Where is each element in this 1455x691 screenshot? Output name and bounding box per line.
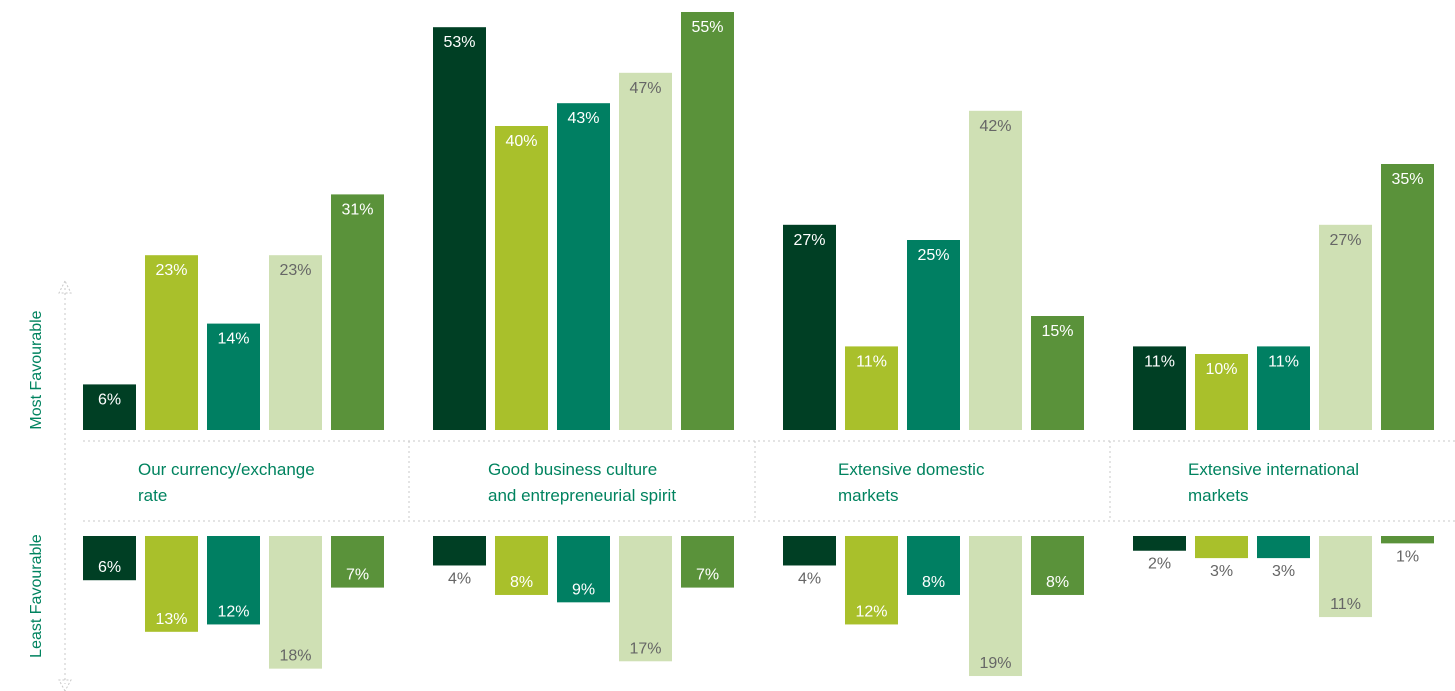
bar-most-favourable	[145, 255, 198, 430]
bar-value-label: 11%	[1144, 353, 1175, 370]
bar-value-label: 10%	[1205, 361, 1237, 378]
bar-most-favourable	[557, 103, 610, 430]
bar-least-favourable	[1381, 536, 1434, 543]
bar-most-favourable	[495, 126, 548, 430]
bar-most-favourable	[269, 255, 322, 430]
bar-value-label: 2%	[1148, 556, 1171, 573]
axis-arrow-down-icon	[59, 680, 71, 691]
bar-most-favourable	[433, 27, 486, 430]
bar-value-label: 4%	[798, 570, 821, 587]
bar-value-label: 11%	[1330, 596, 1361, 613]
bar-value-label: 6%	[98, 559, 121, 576]
bar-value-label: 8%	[510, 574, 533, 591]
bar-value-label: 3%	[1210, 563, 1233, 580]
bar-value-label: 47%	[629, 80, 661, 97]
bar-value-label: 23%	[155, 262, 187, 279]
bar-value-label: 9%	[572, 581, 595, 598]
bar-value-label: 17%	[629, 640, 661, 657]
category-label: Good business culture	[488, 460, 657, 479]
bar-least-favourable	[1133, 536, 1186, 551]
bar-most-favourable	[331, 194, 384, 430]
bar-value-label: 25%	[917, 247, 949, 264]
bar-value-label: 12%	[855, 603, 887, 620]
bar-value-label: 6%	[98, 391, 121, 408]
bar-most-favourable	[969, 111, 1022, 430]
bar-value-label: 11%	[856, 353, 887, 370]
bar-value-label: 1%	[1396, 548, 1419, 565]
bar-least-favourable	[1257, 536, 1310, 558]
bar-value-label: 8%	[1046, 574, 1069, 591]
bar-value-label: 27%	[1329, 232, 1361, 249]
bar-value-label: 14%	[217, 331, 249, 348]
category-label: Extensive international	[1188, 460, 1359, 479]
axis-label-least-favourable: Least Favourable	[28, 534, 45, 658]
bar-value-label: 18%	[279, 648, 311, 665]
least-favourable-bars: 6% 13% 12% 18% 7% 4% 8% 9% 17% 7% 4% 12% 8% 19% 8% 2% 3%…	[83, 536, 1434, 676]
bar-value-label: 43%	[567, 110, 599, 127]
separators	[83, 441, 1455, 521]
bar-value-label: 23%	[279, 262, 311, 279]
bar-value-label: 4%	[448, 570, 471, 587]
bar-value-label: 19%	[979, 655, 1011, 672]
bar-value-label: 31%	[341, 201, 373, 218]
bar-most-favourable	[1381, 164, 1434, 430]
bar-value-label: 27%	[793, 232, 825, 249]
bar-most-favourable	[1319, 225, 1372, 430]
bar-most-favourable	[783, 225, 836, 430]
bar-value-label: 7%	[696, 567, 719, 584]
axis-label-most-favourable: Most Favourable	[28, 310, 45, 429]
vertical-axis: Most Favourable Least Favourable	[28, 281, 71, 691]
bar-value-label: 12%	[217, 603, 249, 620]
bar-value-label: 7%	[346, 567, 369, 584]
bar-least-favourable	[1195, 536, 1248, 558]
bar-least-favourable	[433, 536, 486, 565]
category-label: and entrepreneurial spirit	[488, 486, 676, 505]
bar-least-favourable	[783, 536, 836, 565]
bar-value-label: 40%	[505, 133, 537, 150]
bar-value-label: 3%	[1272, 563, 1295, 580]
category-labels: Our currency/exchange rate Good business c…	[138, 460, 1359, 505]
most-favourable-bars: 6% 23% 14% 23% 31% 53% 40% 43% 47% 55% 27% 11% 25% 42…	[83, 12, 1434, 430]
category-label: Our currency/exchange	[138, 460, 315, 479]
bar-most-favourable	[907, 240, 960, 430]
bar-most-favourable	[681, 12, 734, 430]
bar-value-label: 42%	[979, 118, 1011, 135]
category-label: markets	[1188, 486, 1248, 505]
bar-most-favourable	[619, 73, 672, 430]
bar-value-label: 53%	[443, 34, 475, 51]
axis-arrow-up-icon	[59, 281, 71, 293]
bar-value-label: 55%	[691, 19, 723, 36]
bar-value-label: 13%	[155, 611, 187, 628]
category-label: markets	[838, 486, 898, 505]
bar-value-label: 15%	[1041, 323, 1073, 340]
bar-value-label: 8%	[922, 574, 945, 591]
category-label: Extensive domestic	[838, 460, 985, 479]
bar-value-label: 35%	[1391, 171, 1423, 188]
bar-value-label: 11%	[1268, 353, 1299, 370]
category-label: rate	[138, 486, 167, 505]
